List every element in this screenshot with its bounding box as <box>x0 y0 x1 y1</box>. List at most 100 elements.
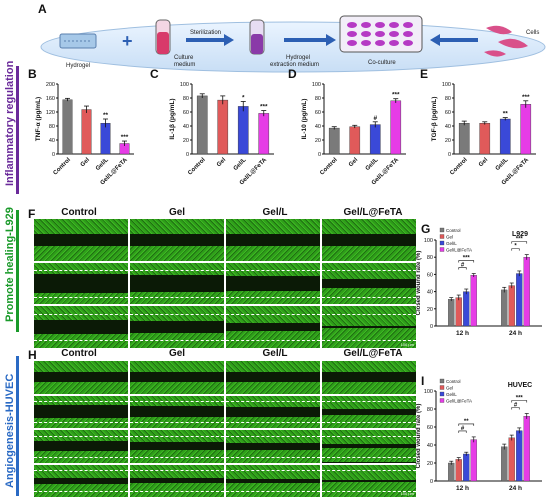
y-tick-label: 0 <box>318 152 321 158</box>
legend-label: Gel/L@FeTA <box>446 398 472 403</box>
micrograph-cell <box>34 430 128 463</box>
y-axis-label: Closed wound rate (%) <box>416 251 422 316</box>
y-tick-label: 100 <box>424 389 433 395</box>
significance-mark: # <box>373 115 377 122</box>
x-tick-label: Gel/L <box>233 157 248 172</box>
y-tick-label: 100 <box>180 82 189 88</box>
y-tick-label: 60 <box>427 425 433 431</box>
bar <box>369 124 381 155</box>
micrograph-cell <box>226 361 320 394</box>
wound-edge-line <box>130 296 224 298</box>
legend-label: Gel <box>446 234 453 239</box>
y-tick-label: 60 <box>315 110 321 116</box>
side-label-inflammatory: Inflammatory regulation <box>4 60 16 186</box>
y-tick-label: 40 <box>49 138 55 144</box>
legend-label: Gel/L <box>446 241 457 246</box>
panel-letter-g: G <box>421 222 431 236</box>
wound-edge-line <box>226 491 320 493</box>
significance-mark: *** <box>260 104 268 111</box>
micro-header-h-control: Control <box>61 348 97 359</box>
wound-edge-line <box>34 340 128 342</box>
side-label-l929: Promote healing-L929 <box>4 207 16 322</box>
micro-header-f-gel-l-fe: Gel/L@FeTA <box>343 207 403 218</box>
significance-mark: *** <box>463 256 471 262</box>
wound-edge-line <box>322 340 416 342</box>
micrograph-cell <box>34 395 128 428</box>
y-tick-label: 80 <box>445 96 451 102</box>
bar <box>499 118 511 155</box>
micrograph-cell <box>322 361 416 394</box>
significance-mark: # <box>461 263 465 269</box>
y-tick-label: 100 <box>442 82 451 88</box>
y-tick-label: 100 <box>312 82 321 88</box>
wound-edge-line <box>130 456 224 458</box>
y-tick-label: 40 <box>183 124 189 130</box>
legend-swatch <box>439 234 445 239</box>
legend-swatch <box>439 385 445 390</box>
micrograph-cell <box>226 219 320 261</box>
chart-il1-beta: 0 20 40 60 80 100 IL-1β (pg/mL) Control Gel * Gel/… <box>169 82 274 186</box>
wound-edge-line <box>226 401 320 403</box>
wound-edge-line <box>226 470 320 472</box>
arrow-right-icon-2 <box>326 34 336 46</box>
micro-header-h-gel: Gel <box>168 348 186 359</box>
legend-swatch <box>439 391 445 397</box>
x-tick-label: Gel <box>348 157 359 168</box>
micrograph-grid-huvec: 100 μm <box>34 361 416 497</box>
micrograph-cell <box>322 262 416 305</box>
panel-letter-b: B <box>28 67 37 81</box>
chart-il10: 0 20 40 60 80 100 IL-10 (pg/mL) Control Gel # Gel/… <box>301 82 406 186</box>
significance-mark: *** <box>516 237 524 243</box>
wound-edge-line <box>322 422 416 424</box>
wound-edge-line <box>226 313 320 315</box>
bar <box>470 439 477 482</box>
legend-label: Gel/L <box>446 392 457 397</box>
micrograph-cell <box>130 361 224 394</box>
bar <box>196 95 208 155</box>
bar <box>455 459 462 482</box>
y-axis-label: IL-10 (pg/mL) <box>301 99 308 140</box>
chart-tnf-alpha: 0 40 80 120 160 200 TNF-α (pg/mL) Control Gel ** G… <box>35 82 134 186</box>
micrograph-cell <box>34 306 128 348</box>
micro-header-h-gel-l-fe: Gel/L@FeTA <box>343 348 403 359</box>
bar <box>258 113 270 155</box>
culture-medium-label: Culture medium <box>174 55 195 68</box>
y-tick-label: 80 <box>315 96 321 102</box>
wound-edge-line <box>226 435 320 437</box>
wound-edge-line <box>34 422 128 424</box>
wound-edge-line <box>130 270 224 272</box>
significance-mark: *** <box>522 94 530 101</box>
sterilization-label: Sterilization <box>190 30 221 36</box>
cells-label: Cells <box>526 30 539 36</box>
y-tick-label: 0 <box>430 324 433 330</box>
wound-edge-line <box>34 296 128 298</box>
bar <box>217 99 229 155</box>
y-tick-label: 80 <box>49 124 55 130</box>
micrograph-grid-l929: 100 μm <box>34 219 416 348</box>
significance-bracket <box>511 407 520 410</box>
micrograph-cell <box>34 464 128 497</box>
panel-letter-e: E <box>420 67 429 81</box>
chart-tgf-beta: 0 20 40 60 80 100 TGF-β (pg/mL) Control Gel ** Gel… <box>431 82 536 186</box>
wound-edge-line <box>34 435 128 437</box>
x-tick-label: Gel/L <box>495 157 510 172</box>
chart-title: L929 <box>512 231 528 238</box>
bar <box>508 285 515 327</box>
y-tick-label: 20 <box>427 307 433 313</box>
micrograph-cell <box>130 219 224 261</box>
legend-swatch <box>439 247 445 252</box>
y-tick-label: 120 <box>46 110 55 116</box>
bar <box>501 289 508 327</box>
bar <box>523 257 530 327</box>
y-tick-label: 0 <box>430 479 433 485</box>
y-tick-label: 40 <box>427 443 433 449</box>
bar <box>62 99 73 155</box>
legend-label: Control <box>446 228 461 233</box>
y-tick-label: 20 <box>183 138 189 144</box>
significance-mark: * <box>514 244 517 250</box>
panel-letter-a: A <box>38 2 47 16</box>
wound-edge-line <box>130 313 224 315</box>
wound-edge-line <box>322 470 416 472</box>
x-tick-label: Control <box>187 157 207 177</box>
x-tick-label: 12 h <box>456 330 469 337</box>
